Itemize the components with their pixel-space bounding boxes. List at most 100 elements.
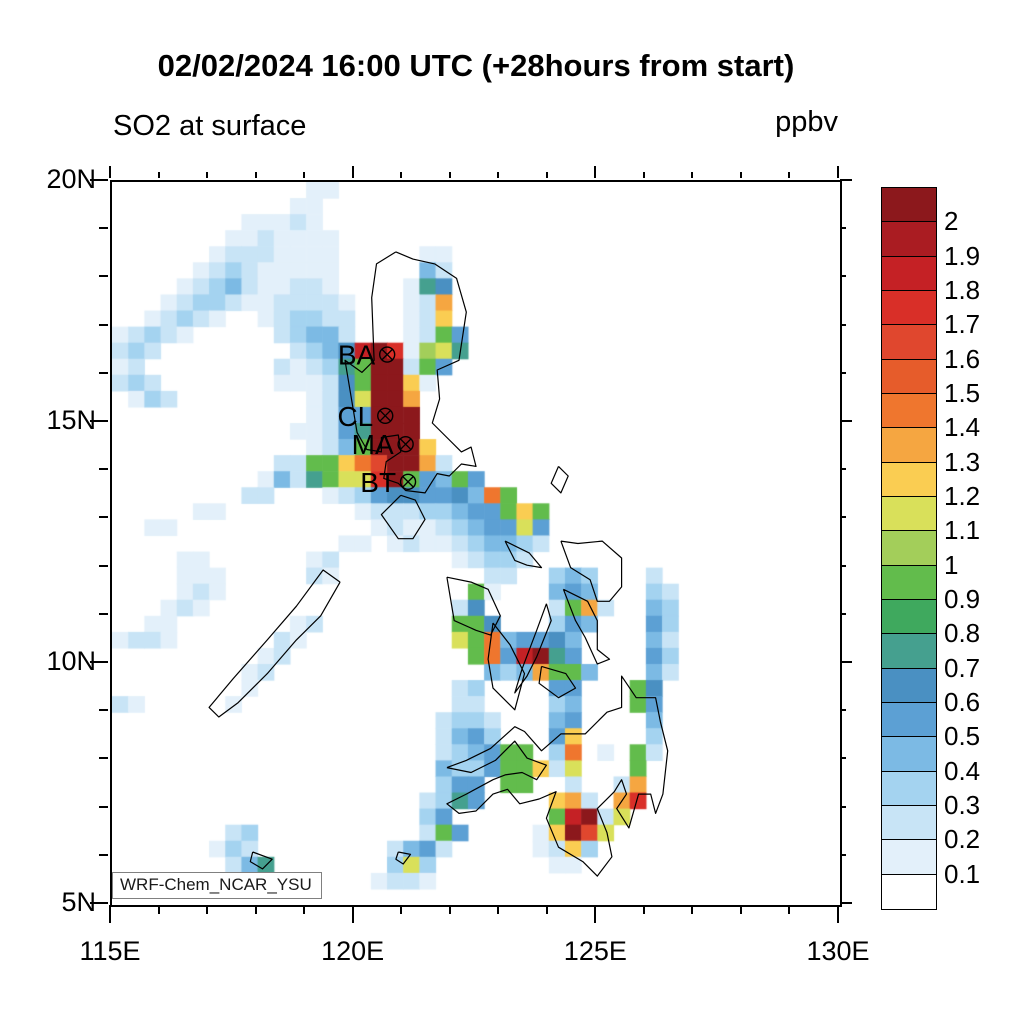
colorbar-box bbox=[882, 737, 936, 772]
y-minor-tick-right bbox=[840, 227, 846, 230]
y-minor-tick-right bbox=[840, 757, 846, 760]
y-minor-tick-right bbox=[840, 516, 846, 519]
y-minor-tick-right bbox=[840, 805, 846, 808]
x-minor-tick-top bbox=[788, 172, 791, 178]
x-major-tick-top bbox=[351, 166, 354, 178]
colorbar-unit-label: ppbv bbox=[775, 106, 838, 138]
y-tick-label: 10N bbox=[46, 646, 96, 676]
station-marker: CL bbox=[337, 401, 394, 432]
y-minor-tick bbox=[99, 757, 108, 760]
y-major-tick-right bbox=[840, 661, 852, 663]
station-marker: BT bbox=[360, 467, 417, 498]
coastline-path bbox=[208, 251, 669, 877]
colorbar-box bbox=[882, 599, 936, 635]
colorbar-tick-label: 1.4 bbox=[944, 412, 981, 443]
y-minor-tick bbox=[99, 323, 108, 326]
y-minor-tick-right bbox=[840, 468, 846, 471]
colorbar-box bbox=[882, 565, 936, 600]
colorbar-box bbox=[882, 668, 936, 703]
colorbar-box bbox=[882, 634, 936, 669]
colorbar-box bbox=[882, 222, 936, 257]
x-major-tick-top bbox=[594, 166, 597, 178]
colorbar-tick-label: 0.2 bbox=[944, 824, 981, 855]
y-minor-tick-right bbox=[840, 323, 846, 326]
x-minor-tick bbox=[206, 905, 209, 914]
y-minor-tick bbox=[99, 612, 108, 615]
colorbar-box bbox=[882, 531, 936, 566]
x-minor-tick-top bbox=[497, 172, 500, 178]
station-label: MA bbox=[352, 429, 394, 460]
y-minor-tick bbox=[99, 371, 108, 374]
x-minor-tick bbox=[739, 905, 742, 914]
colorbar-tick-label: 0.5 bbox=[944, 721, 981, 752]
colorbar-box bbox=[882, 840, 936, 875]
x-minor-tick bbox=[254, 905, 257, 914]
colorbar-tick-label: 1.1 bbox=[944, 515, 981, 546]
colorbar-tick-label: 1 bbox=[944, 549, 959, 580]
colorbar-box bbox=[882, 359, 936, 394]
y-minor-tick bbox=[99, 275, 108, 278]
x-minor-tick bbox=[157, 905, 160, 914]
colorbar-box bbox=[882, 462, 936, 497]
y-minor-tick bbox=[99, 227, 108, 230]
station-label: BA bbox=[338, 340, 376, 371]
x-minor-tick bbox=[400, 905, 403, 914]
y-tick-label: 5N bbox=[61, 887, 96, 917]
colorbar-box bbox=[882, 496, 936, 532]
x-tick-label: 125E bbox=[563, 936, 627, 966]
x-minor-tick-top bbox=[448, 172, 451, 178]
x-minor-tick bbox=[642, 905, 645, 914]
colorbar-tick-label: 0.1 bbox=[944, 858, 981, 889]
colorbar-box bbox=[882, 771, 936, 806]
y-minor-tick bbox=[99, 805, 108, 808]
colorbar-tick-label: 0.4 bbox=[944, 755, 981, 786]
y-minor-tick-right bbox=[840, 612, 846, 615]
colorbar-box bbox=[882, 428, 936, 463]
colorbar-box bbox=[882, 325, 936, 360]
y-minor-tick bbox=[99, 516, 108, 519]
colorbar-tick-label: 1.5 bbox=[944, 378, 981, 408]
colorbar bbox=[881, 187, 937, 910]
colorbar-box bbox=[882, 290, 936, 326]
x-tick-label: 130E bbox=[806, 936, 870, 966]
x-minor-tick bbox=[448, 905, 451, 914]
y-tick-label: 20N bbox=[46, 164, 96, 194]
x-major-tick bbox=[594, 905, 597, 923]
x-minor-tick bbox=[497, 905, 500, 914]
colorbar-tick-label: 1.2 bbox=[944, 481, 981, 511]
colorbar-tick-label: 2 bbox=[944, 206, 959, 237]
y-minor-tick-right bbox=[840, 371, 846, 374]
x-minor-tick-top bbox=[642, 172, 645, 178]
colorbar-tick-label: 1.8 bbox=[944, 275, 981, 305]
variable-label: SO2 at surface bbox=[113, 110, 307, 142]
x-major-tick-top bbox=[109, 166, 111, 178]
colorbar-box bbox=[882, 805, 936, 841]
colorbar-tick-label: 1.7 bbox=[944, 309, 981, 340]
y-minor-tick-right bbox=[840, 853, 846, 856]
y-minor-tick bbox=[99, 853, 108, 856]
x-major-tick bbox=[837, 905, 839, 923]
x-minor-tick-top bbox=[691, 172, 694, 178]
colorbar-tick-label: 0.6 bbox=[944, 687, 981, 717]
y-major-tick bbox=[90, 420, 108, 422]
x-minor-tick bbox=[303, 905, 306, 914]
station-marker: BA bbox=[338, 340, 396, 371]
x-tick-label: 115E bbox=[79, 936, 141, 966]
y-major-tick bbox=[90, 179, 108, 181]
figure-title: 02/02/2024 16:00 UTC (+28hours from star… bbox=[157, 48, 795, 83]
colorbar-box bbox=[882, 393, 936, 429]
y-minor-tick-right bbox=[840, 564, 846, 567]
model-label: WRF-Chem_NCAR_YSU bbox=[112, 872, 322, 899]
y-major-tick bbox=[90, 661, 108, 663]
colorbar-tick-label: 0.9 bbox=[944, 584, 981, 614]
x-minor-tick-top bbox=[157, 172, 160, 178]
colorbar-tick-label: 0.3 bbox=[944, 790, 981, 820]
x-minor-tick-top bbox=[739, 172, 742, 178]
colorbar-tick-label: 0.8 bbox=[944, 618, 981, 649]
x-minor-tick-top bbox=[254, 172, 257, 178]
x-minor-tick bbox=[788, 905, 791, 914]
colorbar-box bbox=[882, 702, 936, 738]
colorbar-box bbox=[882, 874, 936, 909]
y-minor-tick-right bbox=[840, 709, 846, 712]
